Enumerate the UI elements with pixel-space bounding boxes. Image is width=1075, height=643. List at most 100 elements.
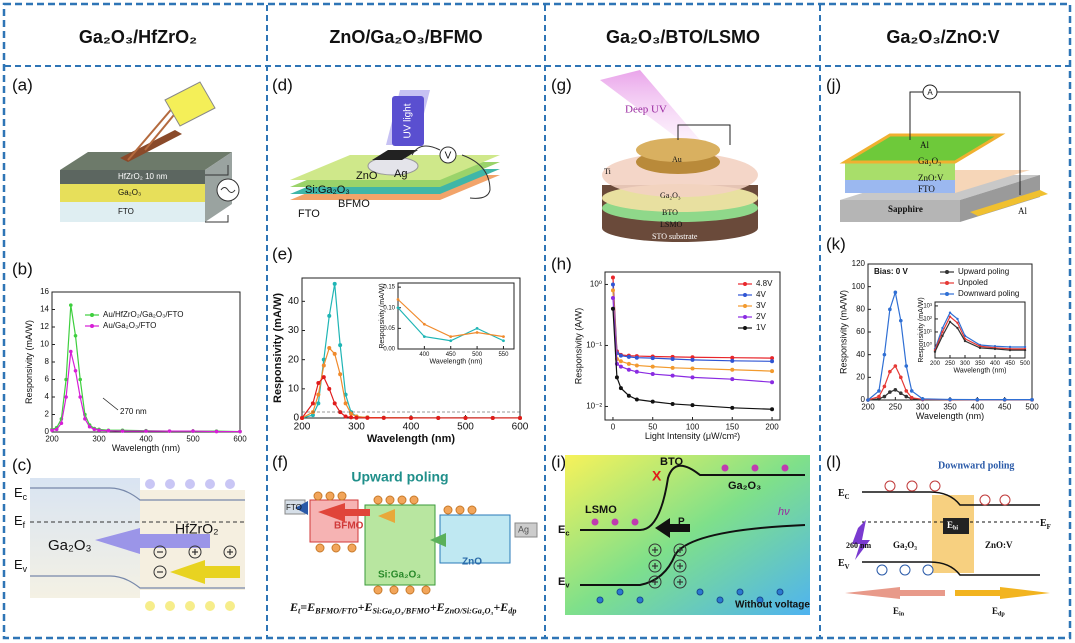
y-tick-label: 40 (288, 296, 300, 307)
carrier (385, 495, 395, 505)
data-point (316, 381, 321, 385)
legend-marker (743, 315, 747, 319)
data-point (650, 364, 655, 369)
data-point (690, 366, 695, 371)
layer-top (60, 152, 232, 170)
polarization-arrow (95, 528, 210, 554)
legend-label: 4.8V (756, 279, 773, 288)
label: Edp (992, 606, 1005, 618)
label: Ebi (947, 520, 958, 532)
data-point (882, 394, 887, 399)
al-contact (970, 190, 1048, 216)
wire (677, 124, 731, 145)
panel-label: (g) (551, 75, 572, 94)
column-header: ZnO/Ga₂O₃/BFMO (329, 27, 482, 47)
x-tick-label: 400 (403, 422, 420, 433)
data-point (54, 427, 59, 432)
data-point (1023, 348, 1027, 352)
data-point (904, 389, 909, 393)
data-point (730, 355, 735, 360)
data-point (626, 361, 631, 366)
data-point (650, 372, 655, 377)
data-point (316, 392, 321, 397)
subscript: t (298, 606, 301, 615)
detector (164, 81, 216, 127)
data-point (670, 401, 675, 406)
x-axis-label: Light Intensity (μW/cm²) (645, 431, 740, 441)
data-point (73, 333, 78, 338)
data-point (956, 321, 959, 325)
polarization-arrow (655, 518, 690, 538)
beam (144, 109, 179, 151)
data-point (888, 390, 892, 394)
text-part: E (14, 485, 23, 500)
data-point (300, 416, 304, 420)
y-tick-label: 20 (856, 372, 865, 381)
label: Sapphire (888, 204, 923, 214)
wire (411, 145, 491, 199)
x-tick-label: 300 (348, 422, 365, 433)
subscript: in (899, 612, 905, 618)
carrier (389, 585, 399, 595)
data-point (670, 365, 675, 370)
text-part: E (14, 513, 23, 528)
y-axis-label: Responsivity (mA/W) (838, 290, 848, 374)
data-point (381, 415, 386, 420)
data-point (948, 311, 952, 314)
data-point (626, 393, 631, 398)
subscript: bi (953, 526, 958, 532)
cantilever (120, 130, 182, 162)
label: Ein (893, 606, 905, 618)
data-point (933, 350, 937, 353)
data-point (214, 429, 219, 434)
uv-lamp (392, 96, 424, 146)
x-tick-label: 600 (233, 434, 247, 443)
data-point (634, 363, 639, 368)
band-ec (30, 487, 245, 501)
panel-label: (c) (12, 455, 32, 474)
x-axis-label: Wavelength (nm) (429, 358, 482, 365)
data-point (349, 411, 354, 416)
legend-marker (90, 313, 94, 317)
arrow-edp (955, 587, 1050, 599)
text-part: E (289, 600, 298, 614)
subscript: ZnO/Si:Ga₂O₃ (444, 606, 494, 615)
data-point (770, 407, 775, 412)
carrier (467, 505, 477, 515)
panel-label: (h) (551, 254, 572, 273)
y-tick-label: 12 (40, 322, 49, 331)
ag-block (514, 522, 538, 538)
label: A (927, 88, 933, 97)
band-ev (862, 561, 1040, 576)
x-tick-label: 400 (419, 352, 430, 358)
y-tick-label: 80 (856, 304, 865, 313)
carrier (455, 505, 465, 515)
label: BTO (660, 456, 683, 468)
label: FTO (918, 184, 935, 194)
label: Upward poling (351, 469, 448, 485)
charge (648, 543, 662, 557)
data-point (882, 384, 887, 389)
carrier (443, 505, 453, 515)
hole (225, 601, 235, 611)
x-tick-label: 200 (930, 361, 941, 367)
layer-ga2o3 (60, 184, 205, 202)
carrier (313, 491, 323, 501)
x-tick-label: 400 (139, 434, 153, 443)
hole (922, 564, 934, 576)
band-ev (580, 524, 806, 586)
carrier (373, 585, 383, 595)
data-point (626, 354, 631, 359)
label: BTO (662, 208, 678, 217)
layer-znov (845, 180, 955, 193)
label: Ag (394, 168, 407, 180)
data-point (475, 326, 479, 330)
annotation: Bias: 0 V (874, 267, 908, 276)
label: EC (838, 488, 850, 500)
data-point (893, 388, 898, 392)
label: EF (1040, 518, 1051, 530)
x-tick-label: 450 (998, 402, 1012, 411)
y-tick-label: 10⁻² (586, 402, 602, 411)
label: FTO (118, 207, 134, 216)
